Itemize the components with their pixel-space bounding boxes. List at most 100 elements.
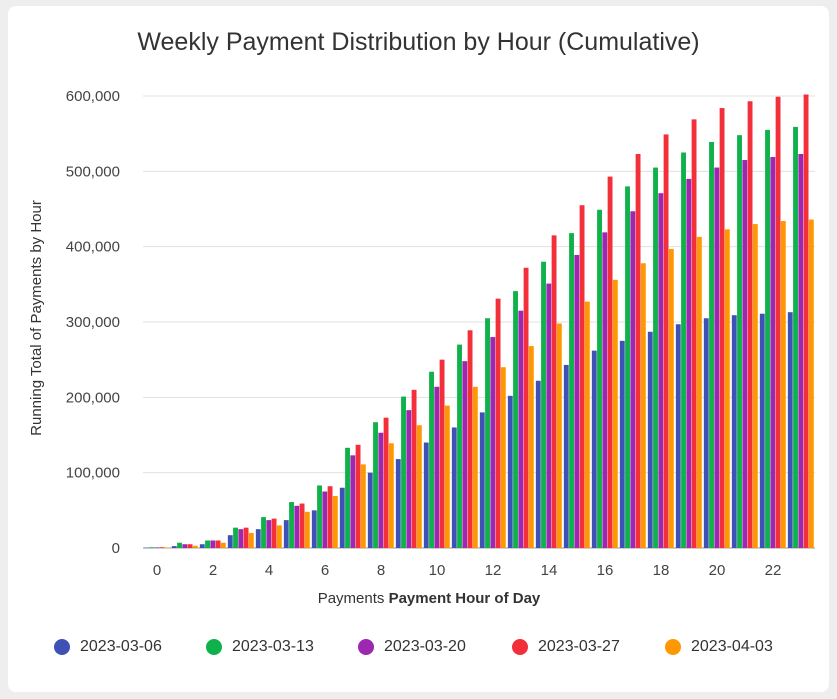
bar bbox=[668, 248, 674, 548]
bar bbox=[355, 444, 361, 548]
bar bbox=[752, 224, 758, 549]
legend-item[interactable]: 2023-03-20 bbox=[358, 638, 466, 656]
x-tick-label: 12 bbox=[485, 562, 502, 579]
legend-item[interactable]: 2023-03-13 bbox=[206, 638, 314, 656]
bar bbox=[227, 535, 233, 548]
bar bbox=[607, 176, 613, 548]
bar bbox=[406, 410, 412, 548]
bar bbox=[472, 386, 478, 548]
y-tick-label: 600,000 bbox=[66, 88, 120, 105]
y-tick-label: 200,000 bbox=[66, 389, 120, 406]
bar bbox=[345, 447, 350, 548]
x-tick-label: 4 bbox=[265, 562, 273, 579]
bar bbox=[808, 219, 814, 548]
bar bbox=[518, 310, 524, 548]
bar bbox=[457, 344, 462, 548]
bar bbox=[528, 346, 534, 548]
bar bbox=[709, 141, 714, 548]
x-tick-label: 2 bbox=[209, 562, 217, 579]
x-axis-label-prefix: Payments bbox=[317, 590, 385, 607]
bar bbox=[233, 527, 238, 548]
bar bbox=[261, 517, 266, 548]
bar bbox=[171, 546, 177, 548]
bar bbox=[541, 261, 546, 548]
bar bbox=[238, 529, 244, 548]
bar bbox=[513, 291, 518, 548]
legend-swatch bbox=[512, 639, 528, 655]
x-tick-label: 0 bbox=[153, 562, 161, 579]
bar bbox=[495, 298, 501, 548]
bar bbox=[479, 412, 485, 548]
legend-item[interactable]: 2023-03-06 bbox=[54, 638, 162, 656]
bar bbox=[164, 547, 170, 549]
bar bbox=[283, 520, 289, 548]
bar bbox=[192, 545, 198, 548]
bar bbox=[215, 540, 221, 548]
bar bbox=[143, 547, 149, 549]
bar bbox=[635, 154, 641, 549]
legend-label: 2023-04-03 bbox=[691, 638, 773, 655]
bar bbox=[602, 232, 608, 548]
bar bbox=[612, 279, 618, 548]
bar bbox=[416, 425, 422, 548]
bar bbox=[803, 94, 809, 548]
bar bbox=[658, 193, 664, 548]
y-axis-label: Running Total of Payments by Hour bbox=[28, 200, 45, 436]
bar bbox=[579, 205, 585, 548]
x-tick-label: 10 bbox=[429, 562, 446, 579]
bar bbox=[663, 134, 669, 549]
bar bbox=[411, 389, 417, 548]
bar bbox=[714, 167, 720, 549]
bar bbox=[199, 544, 205, 548]
bar bbox=[703, 318, 709, 548]
chart-title: Weekly Payment Distribution by Hour (Cum… bbox=[137, 28, 700, 56]
bar bbox=[759, 313, 765, 548]
bar bbox=[523, 267, 529, 548]
bar bbox=[423, 442, 429, 548]
bar bbox=[597, 209, 602, 548]
bar bbox=[747, 101, 753, 549]
bar bbox=[569, 233, 574, 548]
bar bbox=[451, 427, 457, 548]
bar bbox=[724, 229, 730, 548]
x-tick-label: 8 bbox=[377, 562, 385, 579]
bar bbox=[686, 178, 692, 548]
x-axis-label-bold: Payment Hour of Day bbox=[388, 590, 541, 607]
y-tick-label: 400,000 bbox=[66, 239, 120, 256]
bar bbox=[574, 254, 580, 548]
bar bbox=[780, 221, 786, 548]
legend-swatch bbox=[665, 639, 681, 655]
legend-swatch bbox=[358, 639, 374, 655]
bar bbox=[395, 459, 401, 548]
legend-label: 2023-03-27 bbox=[538, 638, 620, 655]
bar bbox=[149, 547, 154, 548]
bar bbox=[350, 455, 356, 548]
bar bbox=[500, 367, 506, 548]
bar bbox=[630, 211, 636, 548]
bar bbox=[243, 527, 249, 548]
bar bbox=[737, 135, 742, 548]
bar bbox=[276, 525, 282, 548]
legend-label: 2023-03-06 bbox=[80, 638, 162, 655]
bar bbox=[719, 108, 725, 548]
bar bbox=[770, 157, 776, 548]
bar bbox=[378, 432, 384, 548]
x-tick-label: 6 bbox=[321, 562, 329, 579]
bar bbox=[327, 486, 333, 548]
bar bbox=[556, 323, 562, 548]
bar bbox=[220, 542, 226, 548]
legend-item[interactable]: 2023-03-27 bbox=[512, 638, 620, 656]
bar bbox=[793, 126, 798, 549]
bar bbox=[584, 301, 590, 548]
bar bbox=[373, 422, 378, 548]
bar bbox=[154, 547, 160, 548]
bar bbox=[388, 443, 394, 548]
bar bbox=[625, 186, 630, 548]
bars bbox=[143, 94, 814, 549]
bar bbox=[205, 540, 210, 548]
x-tick-label: 22 bbox=[765, 562, 782, 579]
legend-item[interactable]: 2023-04-03 bbox=[665, 638, 773, 656]
bar bbox=[159, 547, 165, 548]
bar bbox=[182, 544, 188, 548]
